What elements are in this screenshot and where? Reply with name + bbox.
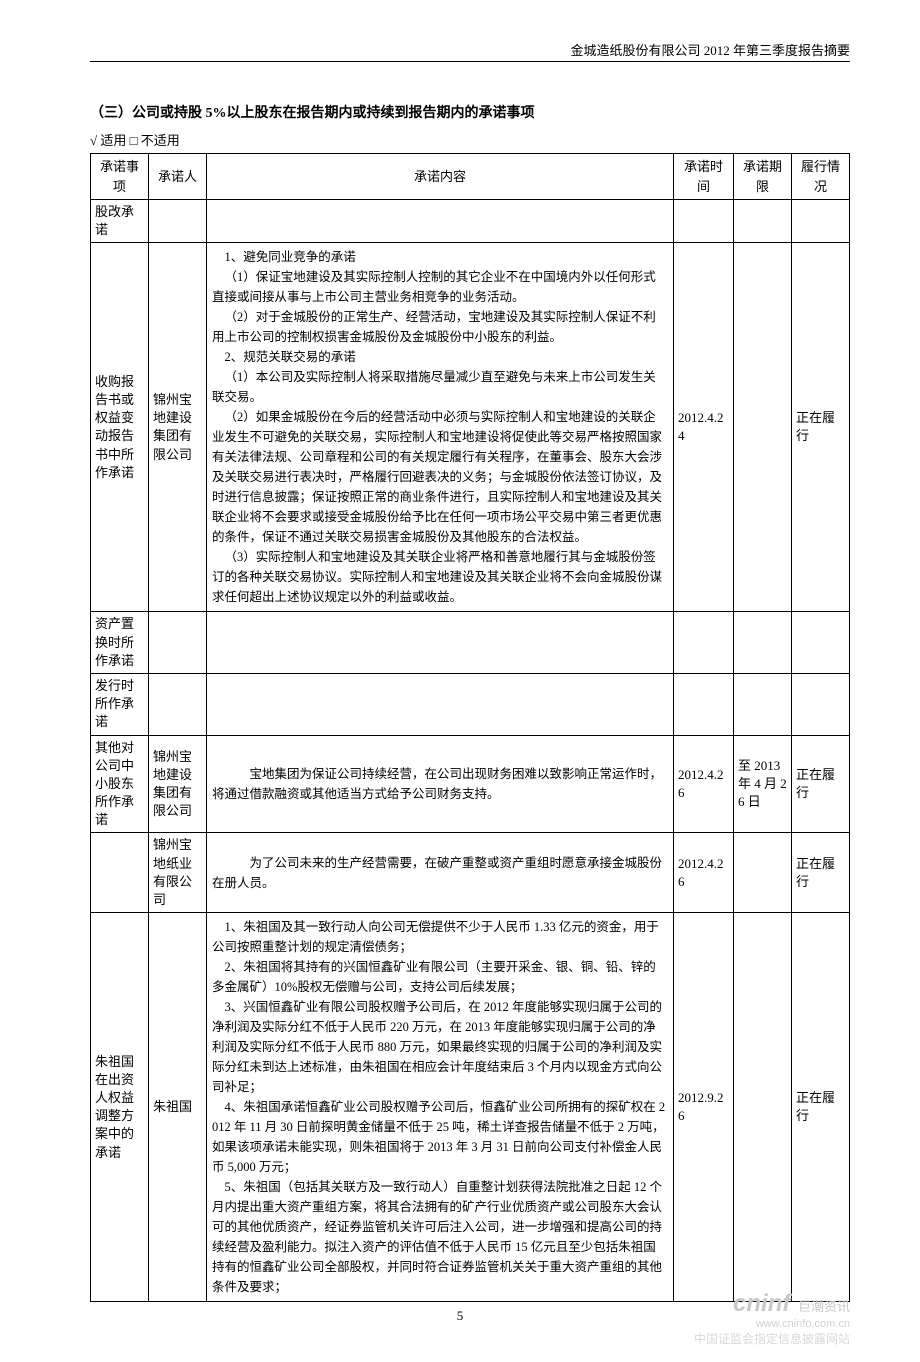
table-row: 锦州宝地纸业有限公司 为了公司未来的生产经营需要，在破产重整或资产重组时愿意承接… (91, 833, 850, 913)
cell-status (792, 612, 850, 674)
th-person: 承诺人 (149, 154, 207, 200)
cell-person (149, 612, 207, 674)
cell-time: 2012.4.24 (674, 243, 734, 612)
table-row: 资产置换时所作承诺 (91, 612, 850, 674)
cell-content (207, 612, 674, 674)
cell-time: 2012.9.26 (674, 913, 734, 1302)
header-title: 金城造纸股份有限公司 2012 年第三季度报告摘要 (570, 43, 850, 58)
cell-person: 锦州宝地建设集团有限公司 (149, 735, 207, 833)
watermark-logo-cn: 巨潮资讯 (798, 1299, 850, 1314)
table-row: 收购报告书或权益变动报告书中所作承诺 锦州宝地建设集团有限公司 1、避免同业竞争… (91, 243, 850, 612)
cell-content (207, 673, 674, 735)
cell-deadline: 至 2013 年 4 月 26 日 (734, 735, 792, 833)
cell-person: 锦州宝地纸业有限公司 (149, 833, 207, 913)
th-content: 承诺内容 (207, 154, 674, 200)
table-header-row: 承诺事项 承诺人 承诺内容 承诺时间 承诺期限 履行情况 (91, 154, 850, 200)
cell-content: 1、避免同业竞争的承诺（1）保证宝地建设及其实际控制人控制的其它企业不在中国境内… (207, 243, 674, 612)
cell-content (207, 200, 674, 243)
cell-status: 正在履行 (792, 735, 850, 833)
cell-time: 2012.4.26 (674, 833, 734, 913)
cell-deadline (734, 913, 792, 1302)
th-matter: 承诺事项 (91, 154, 149, 200)
cell-matter: 发行时所作承诺 (91, 673, 149, 735)
cell-deadline (734, 833, 792, 913)
cell-status: 正在履行 (792, 833, 850, 913)
watermark-url: www.cninfo.com.cn (694, 1318, 850, 1330)
cell-deadline (734, 200, 792, 243)
applicable-checkbox: √ 适用 □ 不适用 (90, 130, 850, 149)
cell-content: 1、朱祖国及其一致行动人向公司无偿提供不少于人民币 1.33 亿元的资金，用于公… (207, 913, 674, 1302)
cell-time: 2012.4.26 (674, 735, 734, 833)
table-row: 股改承诺 (91, 200, 850, 243)
cell-matter: 收购报告书或权益变动报告书中所作承诺 (91, 243, 149, 612)
table-row: 其他对公司中小股东所作承诺 锦州宝地建设集团有限公司 宝地集团为保证公司持续经营… (91, 735, 850, 833)
cell-deadline (734, 612, 792, 674)
cell-status (792, 673, 850, 735)
cell-time (674, 612, 734, 674)
watermark-desc: 中国证监会指定信息披露网站 (694, 1330, 850, 1347)
cell-content: 为了公司未来的生产经营需要，在破产重整或资产重组时愿意承接金城股份在册人员。 (207, 833, 674, 913)
section-title: （三）公司或持股 5%以上股东在报告期内或持续到报告期内的承诺事项 (90, 102, 850, 122)
cell-matter: 资产置换时所作承诺 (91, 612, 149, 674)
th-time: 承诺时间 (674, 154, 734, 200)
cell-person: 锦州宝地建设集团有限公司 (149, 243, 207, 612)
cell-status (792, 200, 850, 243)
cell-person (149, 673, 207, 735)
cell-matter: 朱祖国在出资人权益调整方案中的承诺 (91, 913, 149, 1302)
watermark: cninf 巨潮资讯 www.cninfo.com.cn 中国证监会指定信息披露… (694, 1290, 850, 1347)
cell-status: 正在履行 (792, 913, 850, 1302)
cell-deadline (734, 673, 792, 735)
watermark-logo: cninf (733, 1290, 790, 1317)
cell-matter: 股改承诺 (91, 200, 149, 243)
cell-person: 朱祖国 (149, 913, 207, 1302)
page-header: 金城造纸股份有限公司 2012 年第三季度报告摘要 (90, 40, 850, 62)
cell-deadline (734, 243, 792, 612)
cell-matter (91, 833, 149, 913)
th-status: 履行情况 (792, 154, 850, 200)
th-deadline: 承诺期限 (734, 154, 792, 200)
commitment-table: 承诺事项 承诺人 承诺内容 承诺时间 承诺期限 履行情况 股改承诺 收购报告书或… (90, 153, 850, 1302)
cell-status: 正在履行 (792, 243, 850, 612)
cell-matter: 其他对公司中小股东所作承诺 (91, 735, 149, 833)
cell-person (149, 200, 207, 243)
cell-time (674, 673, 734, 735)
cell-time (674, 200, 734, 243)
table-row: 朱祖国在出资人权益调整方案中的承诺 朱祖国 1、朱祖国及其一致行动人向公司无偿提… (91, 913, 850, 1302)
table-row: 发行时所作承诺 (91, 673, 850, 735)
cell-content: 宝地集团为保证公司持续经营，在公司出现财务困难以致影响正常运作时，将通过借款融资… (207, 735, 674, 833)
